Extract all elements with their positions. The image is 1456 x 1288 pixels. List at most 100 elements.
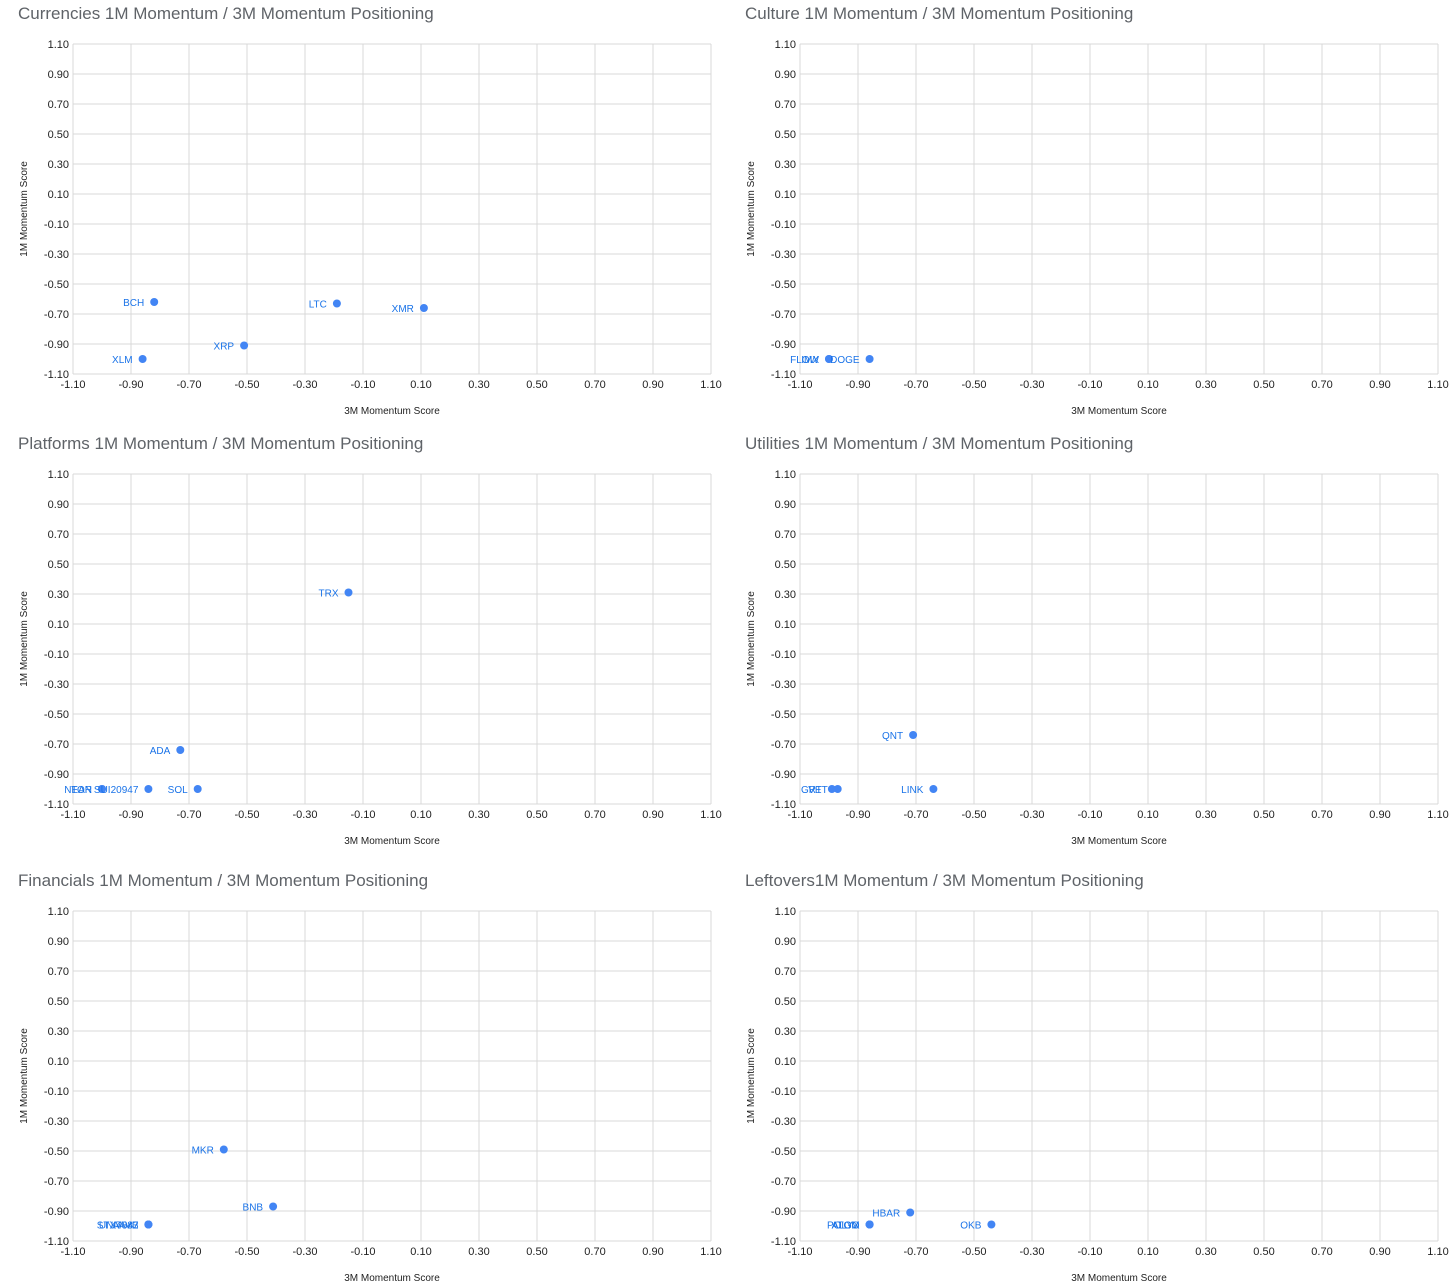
x-tick-label: 0.10 bbox=[410, 809, 431, 821]
x-tick-label: -0.50 bbox=[234, 1246, 259, 1258]
x-tick-label: 0.30 bbox=[1195, 379, 1216, 391]
y-tick-label: 0.50 bbox=[775, 996, 796, 1008]
chart-panel-leftovers: Leftovers1M Momentum / 3M Momentum Posit… bbox=[745, 871, 1455, 1288]
data-point-label: FLOW bbox=[790, 355, 819, 366]
x-tick-label: -0.50 bbox=[234, 379, 259, 391]
y-tick-label: -0.50 bbox=[771, 709, 796, 721]
chart-panel-currencies: Currencies 1M Momentum / 3M Momentum Pos… bbox=[18, 4, 728, 424]
x-tick-label: -0.30 bbox=[1019, 379, 1044, 391]
y-tick-label: -0.10 bbox=[44, 219, 69, 231]
data-point-label: AAVE bbox=[112, 1221, 138, 1232]
x-tick-label: 0.30 bbox=[468, 379, 489, 391]
data-point-label: POLYX bbox=[827, 1221, 860, 1232]
y-tick-label: -0.90 bbox=[771, 339, 796, 351]
x-tick-label: -0.10 bbox=[1077, 1246, 1102, 1258]
chart-panel-utilities: Utilities 1M Momentum / 3M Momentum Posi… bbox=[745, 434, 1455, 854]
x-tick-label: 0.70 bbox=[584, 809, 605, 821]
data-point-label: UNI7083 bbox=[99, 1221, 139, 1232]
y-tick-label: 0.10 bbox=[775, 189, 796, 201]
y-tick-label: 1.10 bbox=[775, 39, 796, 51]
x-tick-label: -0.30 bbox=[1019, 809, 1044, 821]
y-tick-label: 0.10 bbox=[775, 1056, 796, 1068]
y-tick-label: 0.10 bbox=[48, 189, 69, 201]
x-axis-ticks: -1.10 -0.90 -0.70 -0.50 -0.30 -0.10 0.10 0.30 0.… bbox=[787, 809, 1448, 821]
data-point bbox=[240, 341, 249, 350]
chart-title: Platforms 1M Momentum / 3M Momentum Posi… bbox=[18, 434, 424, 453]
y-tick-label: 0.10 bbox=[775, 619, 796, 631]
x-tick-label: -1.10 bbox=[60, 379, 85, 391]
data-point bbox=[929, 785, 938, 793]
y-tick-label: 1.10 bbox=[48, 906, 69, 918]
y-tick-label: -0.90 bbox=[771, 769, 796, 781]
x-tick-label: -0.90 bbox=[845, 379, 870, 391]
y-tick-label: 0.50 bbox=[775, 129, 796, 141]
x-tick-label: -0.30 bbox=[292, 809, 317, 821]
x-tick-label: -1.10 bbox=[60, 1246, 85, 1258]
y-tick-label: -0.50 bbox=[771, 1146, 796, 1158]
y-tick-label: -0.90 bbox=[44, 339, 69, 351]
data-point-label: ADA bbox=[150, 746, 171, 757]
x-tick-label: 0.70 bbox=[584, 379, 605, 391]
data-point-label: XRP bbox=[214, 342, 235, 353]
scatter-plot-utilities: -1.10 -0.90 -0.70 -0.50 -0.30 -0.10 0.10 0.30 0.… bbox=[746, 469, 1449, 847]
data-point bbox=[219, 1145, 228, 1154]
y-tick-label: 0.90 bbox=[775, 499, 796, 511]
data-point-label: LINK bbox=[901, 785, 924, 796]
y-tick-label: 0.90 bbox=[775, 936, 796, 948]
data-point-label: GRT bbox=[801, 785, 822, 796]
scatter-plot-leftovers: -1.10 -0.90 -0.70 -0.50 -0.30 -0.10 0.10 0.30 0.… bbox=[746, 906, 1449, 1284]
data-point-label: OKB bbox=[960, 1221, 981, 1232]
scatter-plot-platforms: -1.10 -0.90 -0.70 -0.50 -0.30 -0.10 0.10 0.30 0.… bbox=[19, 469, 722, 847]
x-tick-label: 0.50 bbox=[526, 379, 547, 391]
x-tick-label: 0.70 bbox=[1311, 379, 1332, 391]
y-tick-label: 0.90 bbox=[775, 69, 796, 81]
x-tick-label: -0.90 bbox=[845, 809, 870, 821]
x-tick-label: -0.10 bbox=[350, 1246, 375, 1258]
data-point bbox=[98, 785, 106, 793]
x-tick-label: -0.10 bbox=[1077, 379, 1102, 391]
x-tick-label: 1.10 bbox=[1427, 1246, 1448, 1258]
x-tick-label: 0.50 bbox=[1253, 379, 1274, 391]
chart-panel-financials: Financials 1M Momentum / 3M Momentum Pos… bbox=[18, 871, 728, 1288]
y-tick-label: 0.70 bbox=[775, 529, 796, 541]
y-tick-label: 0.70 bbox=[775, 966, 796, 978]
x-tick-label: -0.30 bbox=[292, 379, 317, 391]
y-axis-label: 1M Momentum Score bbox=[746, 161, 757, 257]
scatter-plot-culture: -1.10 -0.90 -0.70 -0.50 -0.30 -0.10 0.10 0.30 0.… bbox=[746, 39, 1449, 417]
data-point-label: LTC bbox=[309, 300, 327, 311]
data-point-label: SOL bbox=[168, 785, 188, 796]
x-tick-label: 0.10 bbox=[1137, 379, 1158, 391]
y-tick-label: 0.30 bbox=[48, 589, 69, 601]
data-point-label: XLM bbox=[112, 355, 133, 366]
x-tick-label: -0.90 bbox=[845, 1246, 870, 1258]
gridlines bbox=[799, 43, 1439, 375]
y-axis-ticks: -1.10 -0.90 -0.70 -0.50 -0.30 -0.10 0.10 0.30 0.… bbox=[44, 39, 69, 381]
y-tick-label: -0.70 bbox=[44, 739, 69, 751]
y-tick-label: -1.10 bbox=[44, 1236, 69, 1248]
y-tick-label: 0.90 bbox=[48, 936, 69, 948]
x-tick-label: 0.70 bbox=[1311, 1246, 1332, 1258]
y-tick-label: 0.10 bbox=[48, 1056, 69, 1068]
data-point bbox=[909, 731, 918, 739]
x-axis-ticks: -1.10 -0.90 -0.70 -0.50 -0.30 -0.10 0.10 0.30 0.… bbox=[787, 379, 1448, 391]
chart-title: Culture 1M Momentum / 3M Momentum Positi… bbox=[745, 4, 1134, 23]
y-tick-label: -0.50 bbox=[44, 279, 69, 291]
y-tick-label: -0.30 bbox=[44, 249, 69, 261]
y-axis-label: 1M Momentum Score bbox=[19, 161, 30, 257]
x-tick-label: -0.70 bbox=[903, 1246, 928, 1258]
x-axis-ticks: -1.10 -0.90 -0.70 -0.50 -0.30 -0.10 0.10 0.30 0.… bbox=[60, 809, 721, 821]
x-tick-label: 0.10 bbox=[410, 1246, 431, 1258]
data-point bbox=[193, 785, 202, 793]
x-tick-label: -0.90 bbox=[118, 1246, 143, 1258]
data-point bbox=[144, 785, 153, 793]
x-tick-label: 0.90 bbox=[642, 1246, 663, 1258]
x-tick-label: 0.30 bbox=[1195, 809, 1216, 821]
y-axis-ticks: -1.10 -0.90 -0.70 -0.50 -0.30 -0.10 0.10 0.30 0.… bbox=[771, 469, 796, 811]
x-tick-label: 1.10 bbox=[1427, 809, 1448, 821]
y-tick-label: 0.90 bbox=[48, 69, 69, 81]
scatter-plot-currencies: -1.10 -0.90 -0.70 -0.50 -0.30 -0.10 0.10 0.30 0.… bbox=[19, 39, 722, 417]
x-axis-label: 3M Momentum Score bbox=[344, 836, 440, 847]
y-tick-label: -0.90 bbox=[44, 769, 69, 781]
